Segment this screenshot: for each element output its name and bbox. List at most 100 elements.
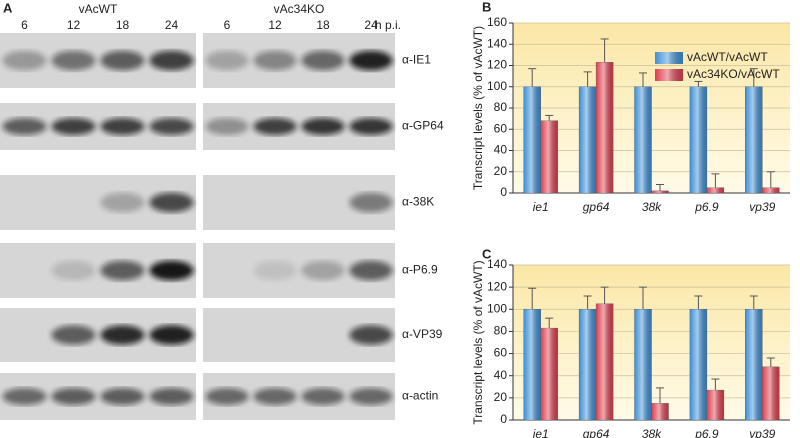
- y-tick-label: 140: [487, 36, 507, 50]
- blot-band: [51, 50, 96, 71]
- timepoint-label: 24: [165, 18, 179, 32]
- blot-band: [349, 260, 393, 281]
- x-tick-label: vp39: [749, 200, 775, 214]
- bar-shine: [579, 86, 597, 193]
- blot-band: [2, 118, 47, 135]
- blot-band: [349, 50, 393, 71]
- bar-shine: [523, 309, 541, 420]
- bar-shine: [596, 303, 614, 420]
- blot-band: [253, 260, 297, 281]
- y-tick-label: 140: [487, 257, 507, 271]
- bar-shine: [706, 187, 724, 193]
- blot-band: [149, 118, 194, 135]
- panel-letter: C: [482, 246, 492, 261]
- blot-band: [2, 50, 47, 71]
- bar-shine: [596, 62, 614, 193]
- y-tick-label: 100: [487, 301, 507, 315]
- bar-shine: [540, 328, 558, 420]
- bar-shine: [745, 309, 763, 420]
- y-tick-label: 60: [494, 346, 508, 360]
- x-tick-label: gp64: [583, 200, 610, 214]
- timepoint-label: 12: [268, 18, 282, 32]
- y-tick-label: 80: [494, 100, 508, 114]
- legend-label: vAcWT/vAcWT: [687, 50, 768, 64]
- bar-shine: [634, 86, 652, 193]
- x-tick-label: ie1: [533, 200, 549, 214]
- blot-band: [349, 388, 393, 405]
- bar-shine: [523, 86, 541, 193]
- panel-letter: A: [3, 0, 13, 15]
- x-tick-label: p6.9: [694, 427, 719, 438]
- blot-band: [51, 260, 96, 281]
- legend-label: vAc34KO/vAcWT: [687, 67, 780, 81]
- y-tick-label: 0: [500, 412, 507, 426]
- bar-shine: [689, 86, 707, 193]
- antibody-label: α-IE1: [402, 53, 431, 67]
- y-tick-label: 20: [494, 164, 508, 178]
- blot-band: [301, 388, 345, 405]
- x-tick-label: gp64: [583, 427, 610, 438]
- bar-shine: [689, 309, 707, 420]
- timepoint-label: 6: [21, 18, 28, 32]
- blot-band: [205, 50, 249, 71]
- bar-shine: [651, 190, 669, 193]
- time-unit: h p.i.: [375, 18, 401, 32]
- blot-band: [205, 118, 249, 135]
- blot-band: [301, 50, 345, 71]
- group-label: vAcWT: [79, 2, 118, 16]
- x-tick-label: 38k: [642, 427, 662, 438]
- x-tick-label: 38k: [642, 200, 662, 214]
- x-tick-label: ie1: [533, 427, 549, 438]
- blot-band: [51, 388, 96, 405]
- x-tick-label: p6.9: [694, 200, 719, 214]
- timepoint-label: 24: [364, 18, 378, 32]
- blot-band: [149, 325, 194, 345]
- legend-swatch-shine: [655, 52, 683, 64]
- y-tick-label: 40: [494, 143, 508, 157]
- blot-band: [349, 118, 393, 135]
- bar-shine: [706, 390, 724, 420]
- blot-band: [205, 388, 249, 405]
- blot-band: [149, 50, 194, 71]
- blot-band: [51, 118, 96, 135]
- y-tick-label: 100: [487, 79, 507, 93]
- bar-shine: [579, 309, 597, 420]
- bar-shine: [540, 120, 558, 193]
- blot-band: [100, 325, 145, 345]
- y-tick-label: 120: [487, 279, 507, 293]
- antibody-label: α-38K: [402, 195, 434, 209]
- blot-band: [100, 260, 145, 281]
- antibody-label: α-actin: [402, 389, 438, 403]
- blot-band: [2, 388, 47, 405]
- y-tick-label: 60: [494, 121, 508, 135]
- timepoint-label: 6: [224, 18, 231, 32]
- blot-band: [100, 50, 145, 71]
- blot-band: [253, 388, 297, 405]
- y-tick-label: 40: [494, 368, 508, 382]
- bar-shine: [634, 309, 652, 420]
- blot-band: [100, 192, 145, 213]
- y-tick-label: 0: [500, 185, 507, 199]
- bar-shine: [762, 187, 780, 193]
- y-axis-label: Transcript levels (% of vAcWT): [471, 260, 485, 424]
- group-label: vAc34KO: [274, 2, 325, 16]
- timepoint-label: 12: [67, 18, 81, 32]
- y-tick-label: 160: [487, 15, 507, 29]
- blot-band: [253, 118, 297, 135]
- blot-band: [149, 192, 194, 213]
- blot-band: [253, 50, 297, 71]
- blot-band: [149, 388, 194, 405]
- antibody-label: α-VP39: [402, 327, 443, 341]
- blot-band: [301, 118, 345, 135]
- blot-band: [100, 118, 145, 135]
- timepoint-label: 18: [116, 18, 130, 32]
- western-blots: [0, 33, 395, 420]
- bar-shine: [762, 366, 780, 420]
- blot-band: [51, 325, 96, 345]
- y-axis-label: Transcript levels (% of vAcWT): [471, 26, 485, 190]
- y-tick-label: 80: [494, 324, 508, 338]
- blot-band: [149, 260, 194, 281]
- blot-band: [349, 192, 393, 213]
- bar-shine: [651, 403, 669, 420]
